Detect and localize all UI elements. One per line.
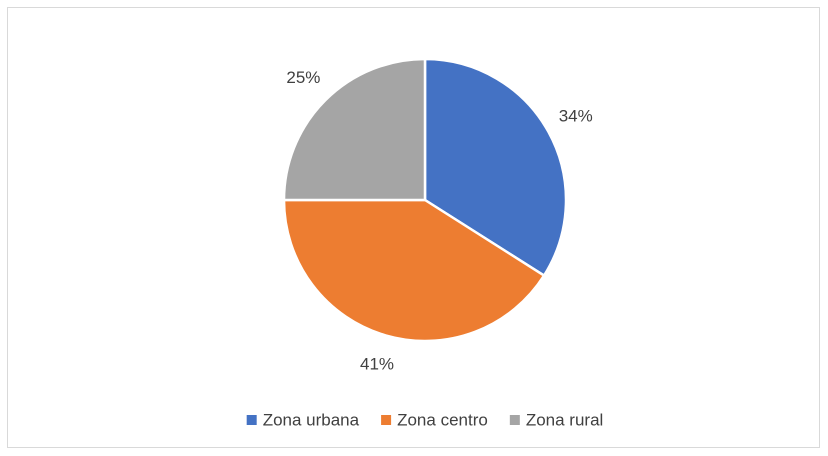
data-label: 25%	[286, 68, 320, 87]
legend-swatch	[381, 415, 392, 425]
pie-slice	[282, 198, 546, 343]
legend-label: Zona rural	[526, 410, 603, 429]
legend-label: Zona urbana	[263, 410, 360, 429]
pie-slice	[282, 57, 427, 202]
data-label: 41%	[360, 355, 394, 374]
data-label: 34%	[559, 107, 593, 126]
legend-swatch	[509, 415, 520, 425]
legend-label: Zona centro	[397, 410, 488, 429]
legend-swatch	[246, 415, 257, 425]
